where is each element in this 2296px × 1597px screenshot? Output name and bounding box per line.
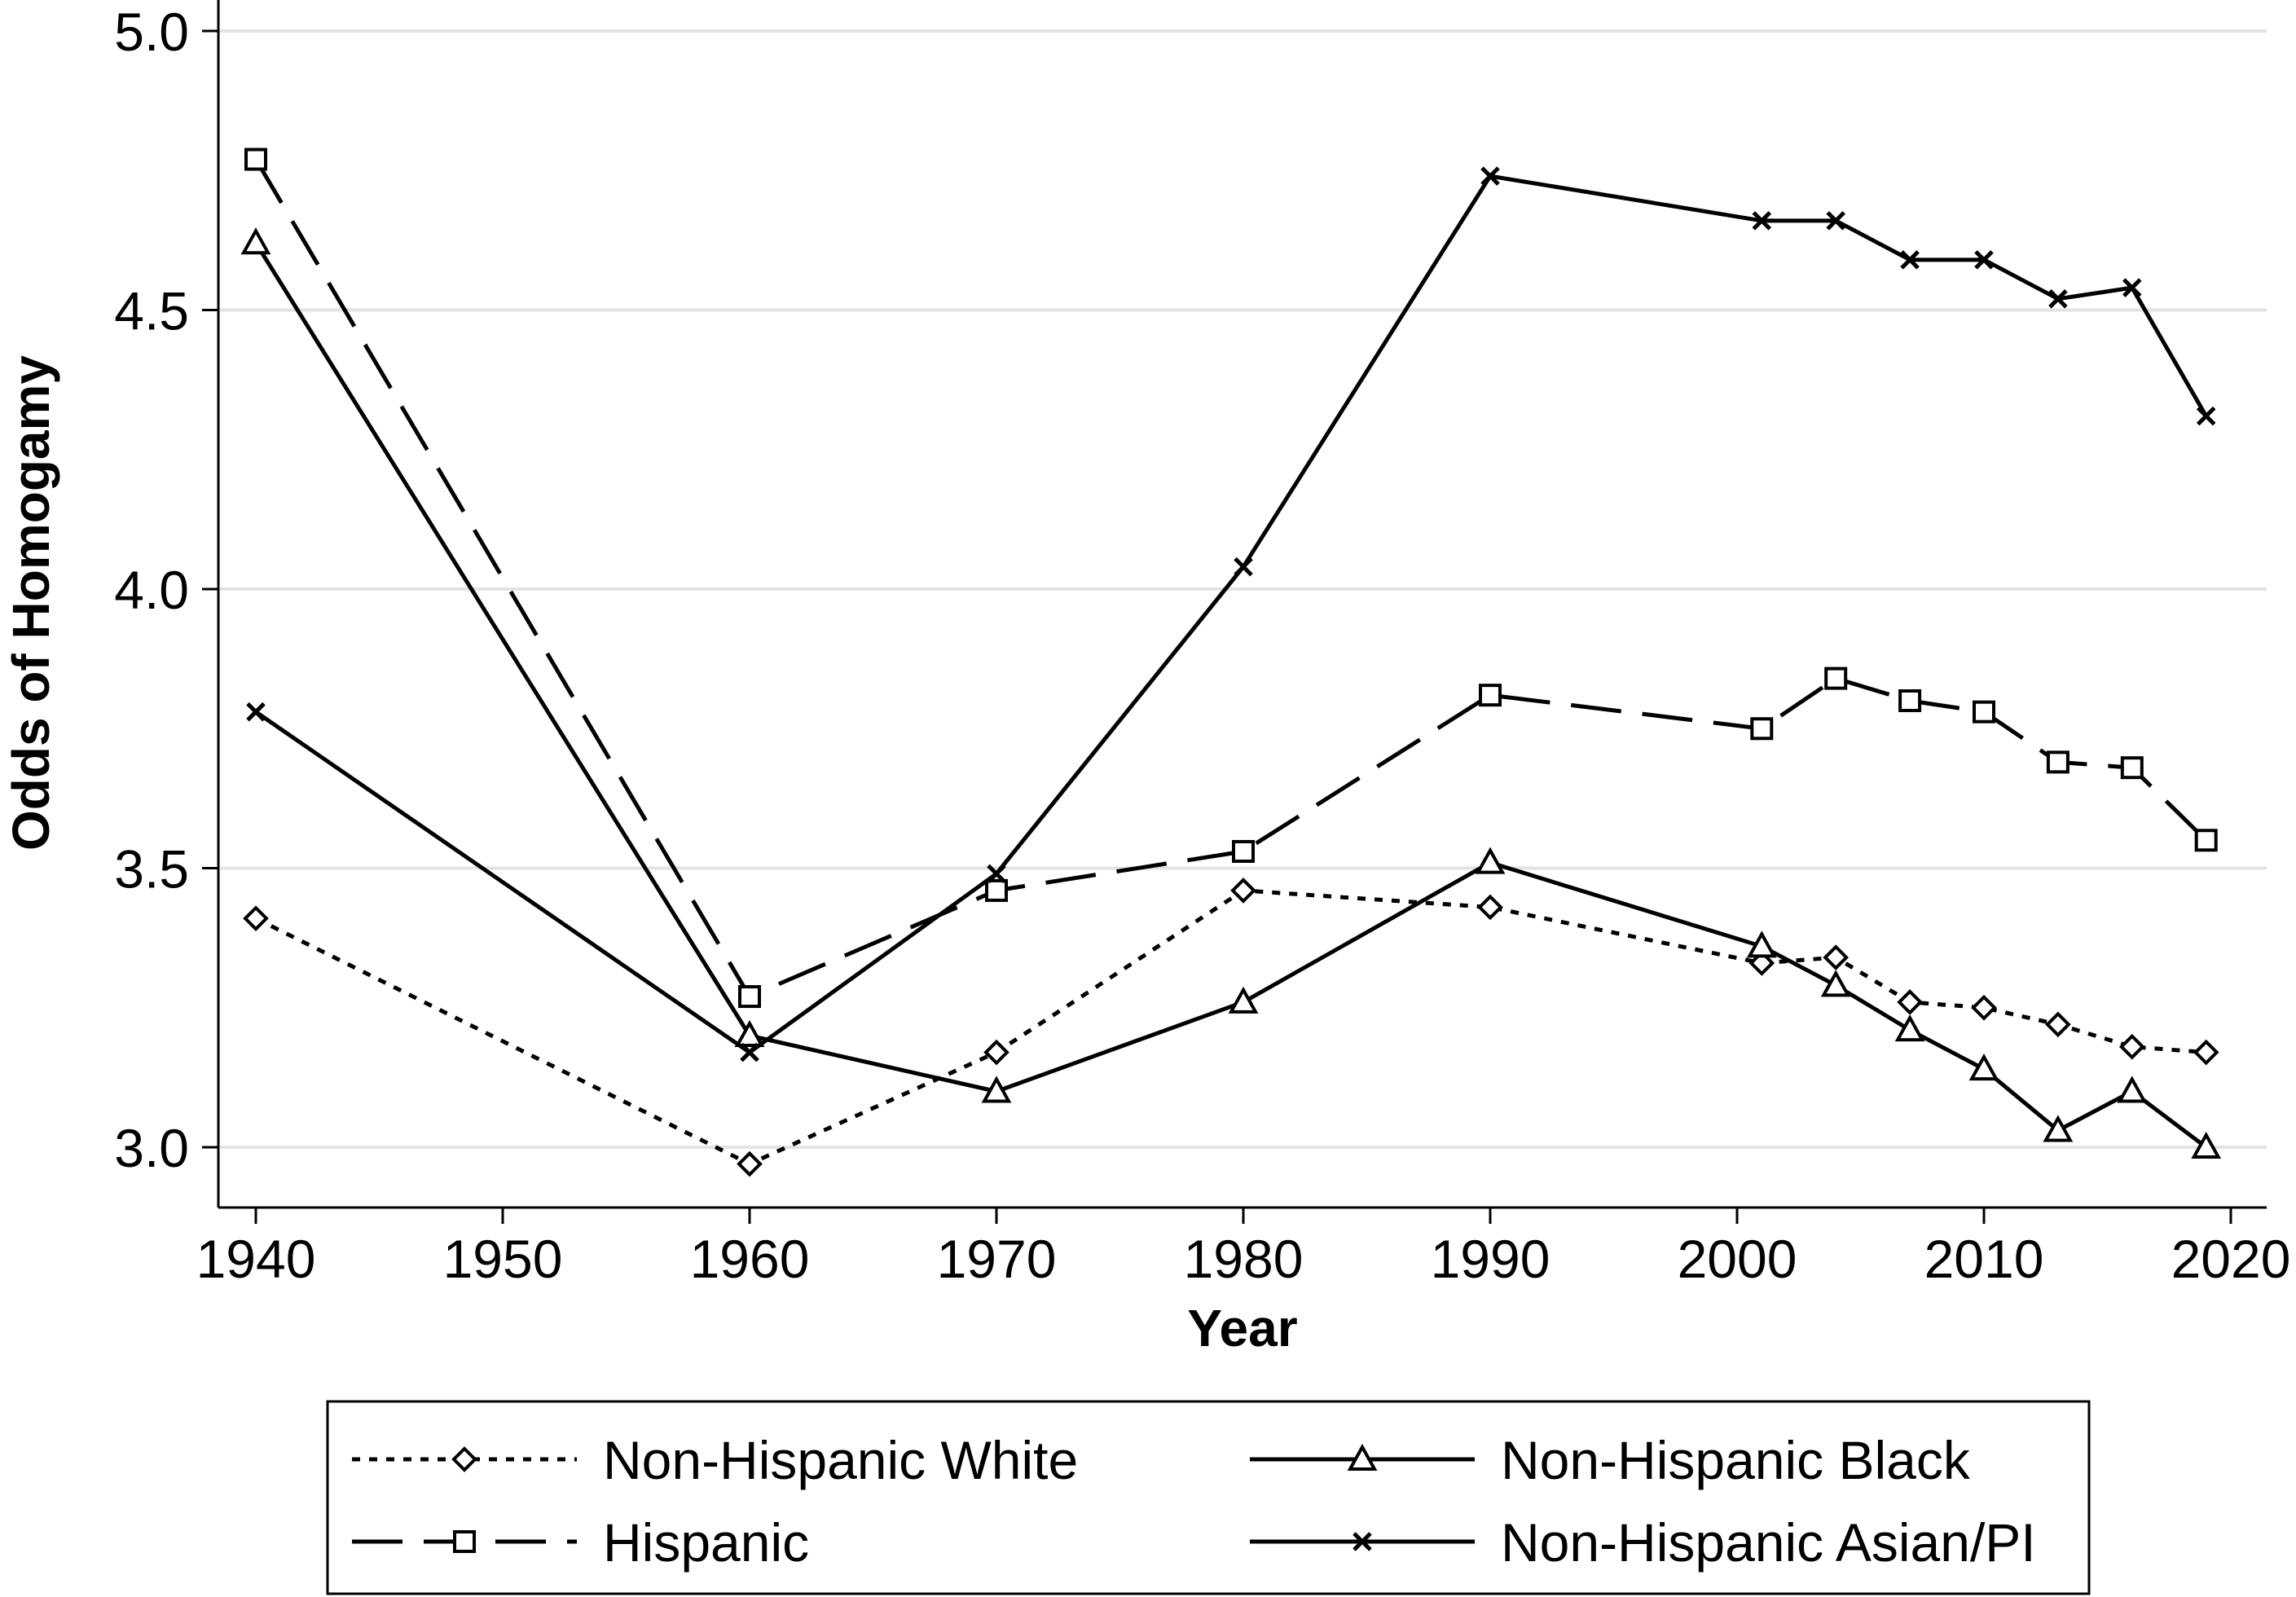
- legend-item: Hispanic: [352, 1512, 809, 1573]
- data-point: [244, 147, 267, 171]
- data-point: [1479, 684, 1502, 707]
- y-tick-label: 3.5: [114, 839, 189, 900]
- data-point: [2191, 1131, 2222, 1159]
- legend: Non-Hispanic White Non-Hispanic Black Hisp…: [326, 1400, 2091, 1595]
- data-point: [1232, 839, 1255, 863]
- x-tick-label: 1980: [1184, 1229, 1304, 1289]
- data-point: [1823, 944, 1850, 970]
- legend-item: Non-Hispanic Black: [1250, 1430, 1971, 1490]
- data-point: [246, 702, 266, 722]
- series-non-hispanic-white: [243, 878, 2219, 1177]
- data-point: [1974, 250, 1994, 270]
- x-tick-label: 1970: [937, 1229, 1057, 1289]
- data-point: [2122, 278, 2142, 297]
- legend-swatch-marker: [453, 1530, 476, 1553]
- legend-swatch-marker: [1347, 1443, 1378, 1471]
- data-point: [2118, 1033, 2145, 1060]
- data-point: [2046, 750, 2069, 774]
- legend-label: Non-Hispanic Asian/PI: [1501, 1512, 2036, 1573]
- x-tick-label: 2010: [1924, 1229, 2044, 1289]
- data-point: [2194, 829, 2218, 852]
- data-point: [740, 1042, 759, 1062]
- series-line: [254, 888, 2206, 1167]
- data-point: [1820, 970, 1851, 997]
- data-point: [1900, 250, 1920, 270]
- y-tick-label: 3.0: [114, 1118, 189, 1178]
- data-point: [1971, 994, 1997, 1021]
- data-point: [1477, 894, 1503, 921]
- legend-swatch-marker: [1353, 1532, 1372, 1551]
- data-point: [2193, 1039, 2219, 1066]
- data-point: [1894, 1014, 1925, 1042]
- data-point: [2117, 1076, 2148, 1103]
- y-axis-ticks: 3.0 3.5 4.0 4.5 5.0: [114, 2, 218, 1178]
- legend-label: Non-Hispanic White: [603, 1430, 1078, 1490]
- x-tick-label: 1940: [196, 1229, 316, 1289]
- data-point: [737, 1150, 763, 1177]
- data-point: [240, 227, 271, 255]
- y-tick-label: 4.5: [114, 281, 189, 341]
- data-point: [1750, 717, 1774, 741]
- data-point: [2043, 1115, 2074, 1142]
- x-tick-label: 1950: [443, 1229, 563, 1289]
- data-point: [985, 878, 1008, 902]
- series-group: [240, 147, 2222, 1177]
- series-non-hispanic-black: [240, 227, 2222, 1159]
- data-point: [1748, 950, 1775, 976]
- data-point: [2048, 289, 2068, 309]
- legend-swatch-marker: [451, 1446, 477, 1472]
- x-axis-ticks: 1940 1950 1960 1970 1980 1990 2000 2010 2020: [196, 1208, 2291, 1289]
- legend-label: Non-Hispanic Black: [1501, 1430, 1971, 1490]
- data-point: [1897, 989, 1923, 1015]
- data-point: [1480, 166, 1500, 186]
- data-point: [981, 1076, 1012, 1103]
- data-point: [1230, 878, 1256, 904]
- data-point: [983, 1039, 1009, 1066]
- data-point: [1228, 986, 1259, 1014]
- data-point: [1824, 667, 1848, 690]
- data-point: [1968, 1053, 1999, 1081]
- data-point: [1234, 557, 1253, 577]
- data-point: [2120, 756, 2144, 780]
- legend-item: Non-Hispanic White: [352, 1430, 1078, 1490]
- x-tick-label: 1990: [1431, 1229, 1550, 1289]
- x-axis-title: Year: [1187, 1299, 1297, 1357]
- y-tick-label: 5.0: [114, 2, 189, 62]
- legend-item: Non-Hispanic Asian/PI: [1250, 1512, 2036, 1573]
- data-point: [1973, 700, 1995, 724]
- axes: [217, 0, 2267, 1209]
- x-tick-label: 2020: [2171, 1229, 2291, 1289]
- data-point: [2196, 406, 2216, 426]
- data-point: [1826, 211, 1845, 231]
- data-point: [1746, 930, 1777, 958]
- data-point: [1752, 211, 1772, 231]
- series-line: [254, 174, 2208, 1055]
- legend-label: Hispanic: [603, 1512, 809, 1573]
- data-point: [738, 985, 761, 1009]
- series-hispanic: [244, 147, 2218, 1009]
- data-point: [1475, 847, 1506, 874]
- series-line: [253, 158, 2208, 999]
- x-tick-label: 2000: [1678, 1229, 1797, 1289]
- legend-box: [326, 1400, 2091, 1595]
- y-tick-label: 4.0: [114, 560, 189, 620]
- series-non-hispanic-asian-pi: [246, 166, 2216, 1062]
- gridlines: [220, 29, 2267, 1149]
- series-line: [253, 241, 2208, 1149]
- data-point: [987, 864, 1006, 884]
- data-point: [1898, 689, 1922, 712]
- data-point: [2045, 1011, 2071, 1038]
- y-axis-title: Odds of Homogamy: [2, 355, 60, 851]
- x-tick-label: 1960: [690, 1229, 810, 1289]
- data-point: [243, 905, 269, 931]
- data-point: [734, 1019, 765, 1047]
